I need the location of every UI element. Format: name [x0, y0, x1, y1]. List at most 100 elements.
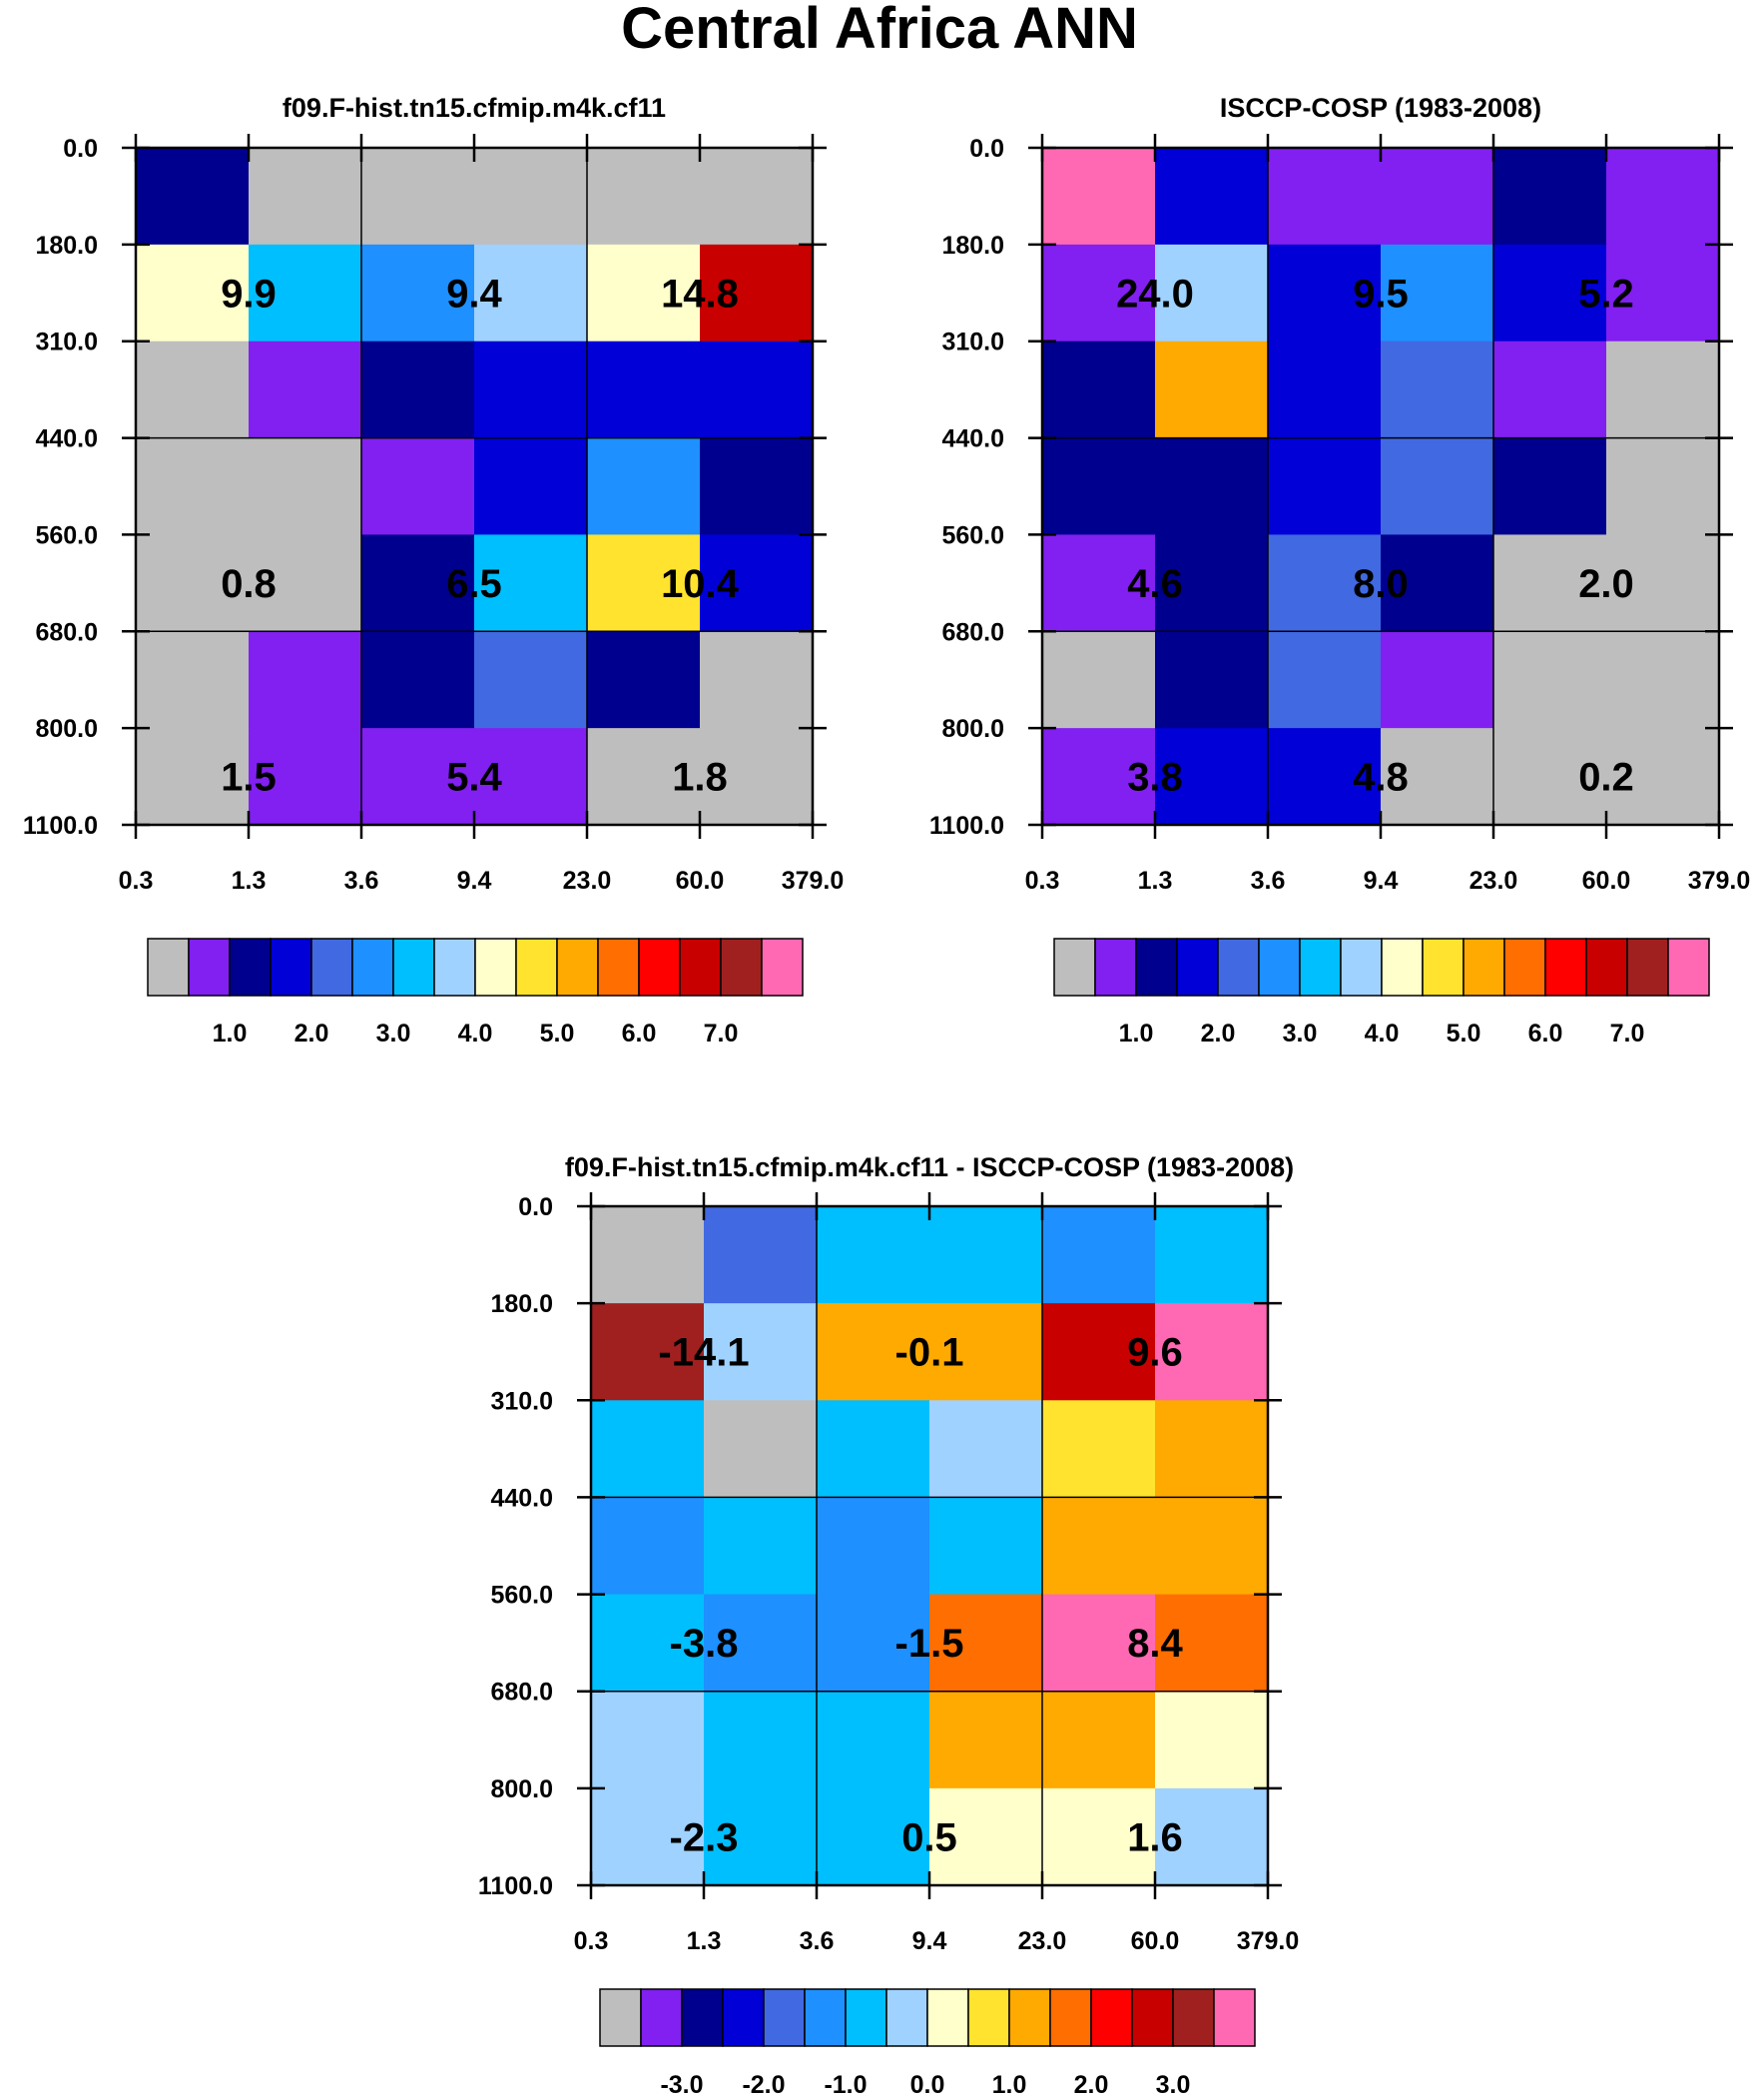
- panel-title: f09.F-hist.tn15.cfmip.m4k.cf11: [283, 93, 666, 123]
- heatmap-cell: [1042, 1400, 1156, 1498]
- heatmap-cell: [591, 1787, 705, 1886]
- colorbar-swatch: [556, 938, 599, 997]
- colorbar-swatch: [1176, 938, 1219, 997]
- colorbar-swatch: [804, 1988, 847, 2047]
- colorbar-swatch: [1463, 938, 1505, 997]
- heatmap-cell: [1606, 631, 1720, 729]
- colorbar-swatch: [597, 938, 640, 997]
- colorbar-swatch: [967, 1988, 1010, 2047]
- colorbar-swatch: [1008, 1988, 1051, 2047]
- y-tick-label: 680.0: [35, 618, 98, 646]
- x-tick-label: 1.3: [232, 867, 267, 895]
- heatmap-cell: [1268, 148, 1382, 246]
- heatmap-cell: [249, 534, 362, 632]
- colorbar-label: 6.0: [622, 1020, 657, 1048]
- heatmap-cell: [136, 341, 250, 439]
- heatmap-cell: [704, 1400, 818, 1498]
- heatmap-cell: [700, 728, 814, 826]
- x-tick-label: 9.4: [1364, 867, 1399, 895]
- colorbar-swatch: [1090, 1988, 1133, 2047]
- heatmap-cell: [1606, 534, 1720, 632]
- heatmap-cell: [474, 244, 588, 343]
- heatmap-cell: [591, 1497, 705, 1596]
- heatmap-cell: [474, 728, 588, 826]
- heatmap-cell: [700, 148, 814, 246]
- x-tick-label: 60.0: [676, 867, 725, 895]
- cell-value-label: 14.8: [661, 272, 739, 316]
- cell-value-label: 4.6: [1127, 562, 1183, 606]
- heatmap-cell: [587, 437, 701, 535]
- heatmap-cell: [929, 1787, 1043, 1886]
- x-tick-label: 1.3: [687, 1927, 722, 1955]
- x-tick-label: 60.0: [1582, 867, 1631, 895]
- figure-title: Central Africa ANN: [621, 0, 1138, 61]
- colorbar-swatch: [599, 1988, 642, 2047]
- cell-value-label: 10.4: [661, 562, 740, 606]
- heatmap-cell: [700, 534, 814, 632]
- heatmap-cell: [817, 1594, 930, 1693]
- heatmap-cell: [1155, 1303, 1269, 1401]
- colorbar-swatch: [1503, 938, 1546, 997]
- heatmap-cell: [1268, 728, 1382, 826]
- heatmap-cell: [1042, 534, 1156, 632]
- cell-value-label: -0.1: [895, 1331, 964, 1375]
- heatmap-cell: [929, 1400, 1043, 1498]
- x-tick-label: 0.3: [1025, 867, 1060, 895]
- colorbar-swatch: [1544, 938, 1587, 997]
- heatmap-cell: [361, 341, 475, 439]
- y-tick-label: 1100.0: [929, 812, 1004, 840]
- colorbar-swatch: [474, 938, 517, 997]
- heatmap-cell: [1042, 1787, 1156, 1886]
- heatmap-cell: [1155, 1594, 1269, 1693]
- heatmap-cell: [587, 341, 701, 439]
- cell-value-label: 8.4: [1127, 1622, 1183, 1666]
- heatmap-cell: [474, 341, 588, 439]
- heatmap-cell: [817, 1400, 930, 1498]
- heatmap-cell: [249, 728, 362, 826]
- y-tick-label: 0.0: [518, 1193, 553, 1221]
- colorbar-label: 7.0: [704, 1020, 739, 1048]
- y-tick-label: 1100.0: [23, 812, 98, 840]
- heatmap-cell: [1493, 437, 1607, 535]
- x-tick-label: 379.0: [782, 867, 845, 895]
- colorbar-swatch: [1172, 1988, 1215, 2047]
- heatmap-cell: [1042, 728, 1156, 826]
- heatmap-cell: [1381, 244, 1494, 343]
- cell-value-label: 4.8: [1353, 756, 1409, 800]
- heatmap-cell: [1042, 1691, 1156, 1789]
- heatmap-cell: [1493, 631, 1607, 729]
- colorbar-swatch: [515, 938, 558, 997]
- heatmap-cell: [1042, 341, 1156, 439]
- colorbar-swatch: [1094, 938, 1137, 997]
- heatmap-cell: [700, 631, 814, 729]
- heatmap-cell: [1155, 534, 1269, 632]
- colorbar-swatch: [720, 938, 763, 997]
- colorbar-swatch: [1626, 938, 1669, 997]
- heatmap-cell: [1268, 341, 1382, 439]
- heatmap-cell: [1042, 148, 1156, 246]
- cell-value-label: 1.6: [1127, 1815, 1183, 1859]
- heatmap-cell: [929, 1497, 1043, 1596]
- colorbar-label: 4.0: [1365, 1020, 1400, 1048]
- cell-value-label: 2.0: [1578, 562, 1634, 606]
- y-tick-label: 440.0: [941, 425, 1004, 453]
- heatmap-cell: [591, 1206, 705, 1304]
- heatmap-cell: [1155, 244, 1269, 343]
- heatmap-cell: [587, 244, 701, 343]
- heatmap-cell: [1042, 1594, 1156, 1693]
- heatmap-cell: [1155, 1691, 1269, 1789]
- heatmap-cell: [1606, 341, 1720, 439]
- heatmap-cell: [700, 341, 814, 439]
- heatmap-cell: [817, 1497, 930, 1596]
- colorbar-swatch: [1213, 1988, 1256, 2047]
- x-tick-label: 0.3: [574, 1927, 609, 1955]
- y-tick-label: 440.0: [490, 1484, 553, 1512]
- heatmap-cell: [704, 1787, 818, 1886]
- y-tick-label: 310.0: [941, 329, 1004, 356]
- colorbar-swatch: [1585, 938, 1628, 997]
- heatmap-cell: [136, 437, 250, 535]
- colorbar-label: 3.0: [1156, 2071, 1191, 2099]
- cell-value-label: 1.5: [221, 756, 277, 800]
- heatmap-cell: [700, 437, 814, 535]
